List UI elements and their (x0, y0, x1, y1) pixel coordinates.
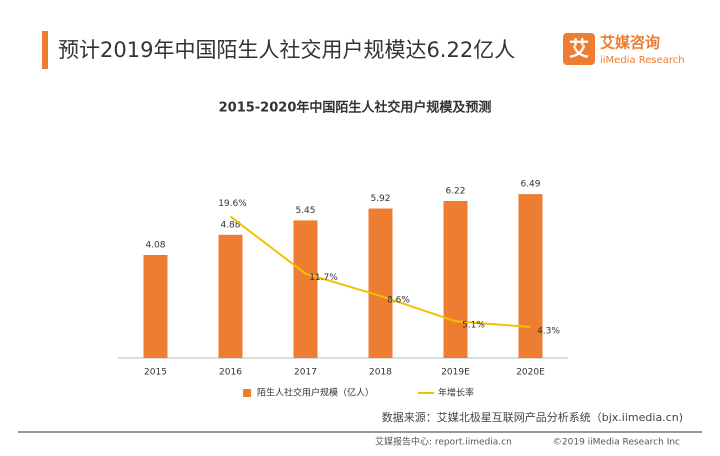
x-tick-label: 2020E (516, 368, 545, 378)
logo-icon-text: 艾 (569, 37, 589, 61)
legend-label: 陌生人社交用户规模（亿人） (257, 387, 374, 399)
bar (218, 234, 243, 358)
footer-right: ©2019 iiMedia Research Inc (553, 438, 680, 448)
bar (443, 200, 468, 358)
page-title: 预计2019年中国陌生人社交用户规模达6.22亿人 (58, 38, 515, 62)
footer-left: 艾媒报告中心: report.iimedia.cn (375, 436, 512, 448)
x-tick-label: 2016 (219, 368, 242, 378)
bar-label: 4.88 (220, 220, 240, 230)
bar-label: 6.22 (445, 186, 465, 196)
line-label: 5.1% (462, 321, 485, 331)
bar (368, 208, 393, 358)
legend-swatch (243, 389, 251, 397)
x-tick-label: 2019E (441, 368, 470, 378)
x-tick-label: 2018 (369, 368, 392, 378)
x-tick-label: 2017 (294, 368, 317, 378)
bar-label: 5.45 (295, 206, 315, 216)
bar (143, 254, 168, 358)
bar (293, 220, 318, 358)
line-label: 11.7% (309, 273, 338, 283)
x-tick-label: 2015 (144, 368, 167, 378)
bar-label: 5.92 (370, 194, 390, 204)
logo-name: 艾媒咨询 (600, 34, 660, 52)
legend-label: 年增长率 (438, 387, 474, 399)
chart-title: 2015-2020年中国陌生人社交用户规模及预测 (219, 100, 492, 116)
source: 数据来源：艾媒北极星互联网产品分析系统（bjx.iimedia.cn) (382, 410, 683, 424)
bar (518, 194, 543, 358)
line-label: 8.6% (387, 295, 410, 305)
logo-icon (563, 33, 595, 65)
line-label: 19.6% (218, 199, 247, 209)
line (229, 215, 531, 328)
title-accent (42, 31, 48, 69)
line-label: 4.3% (537, 326, 560, 336)
bar-label: 6.49 (520, 180, 540, 190)
logo-english: iiMedia Research (600, 55, 685, 66)
bar-label: 4.08 (145, 240, 165, 250)
